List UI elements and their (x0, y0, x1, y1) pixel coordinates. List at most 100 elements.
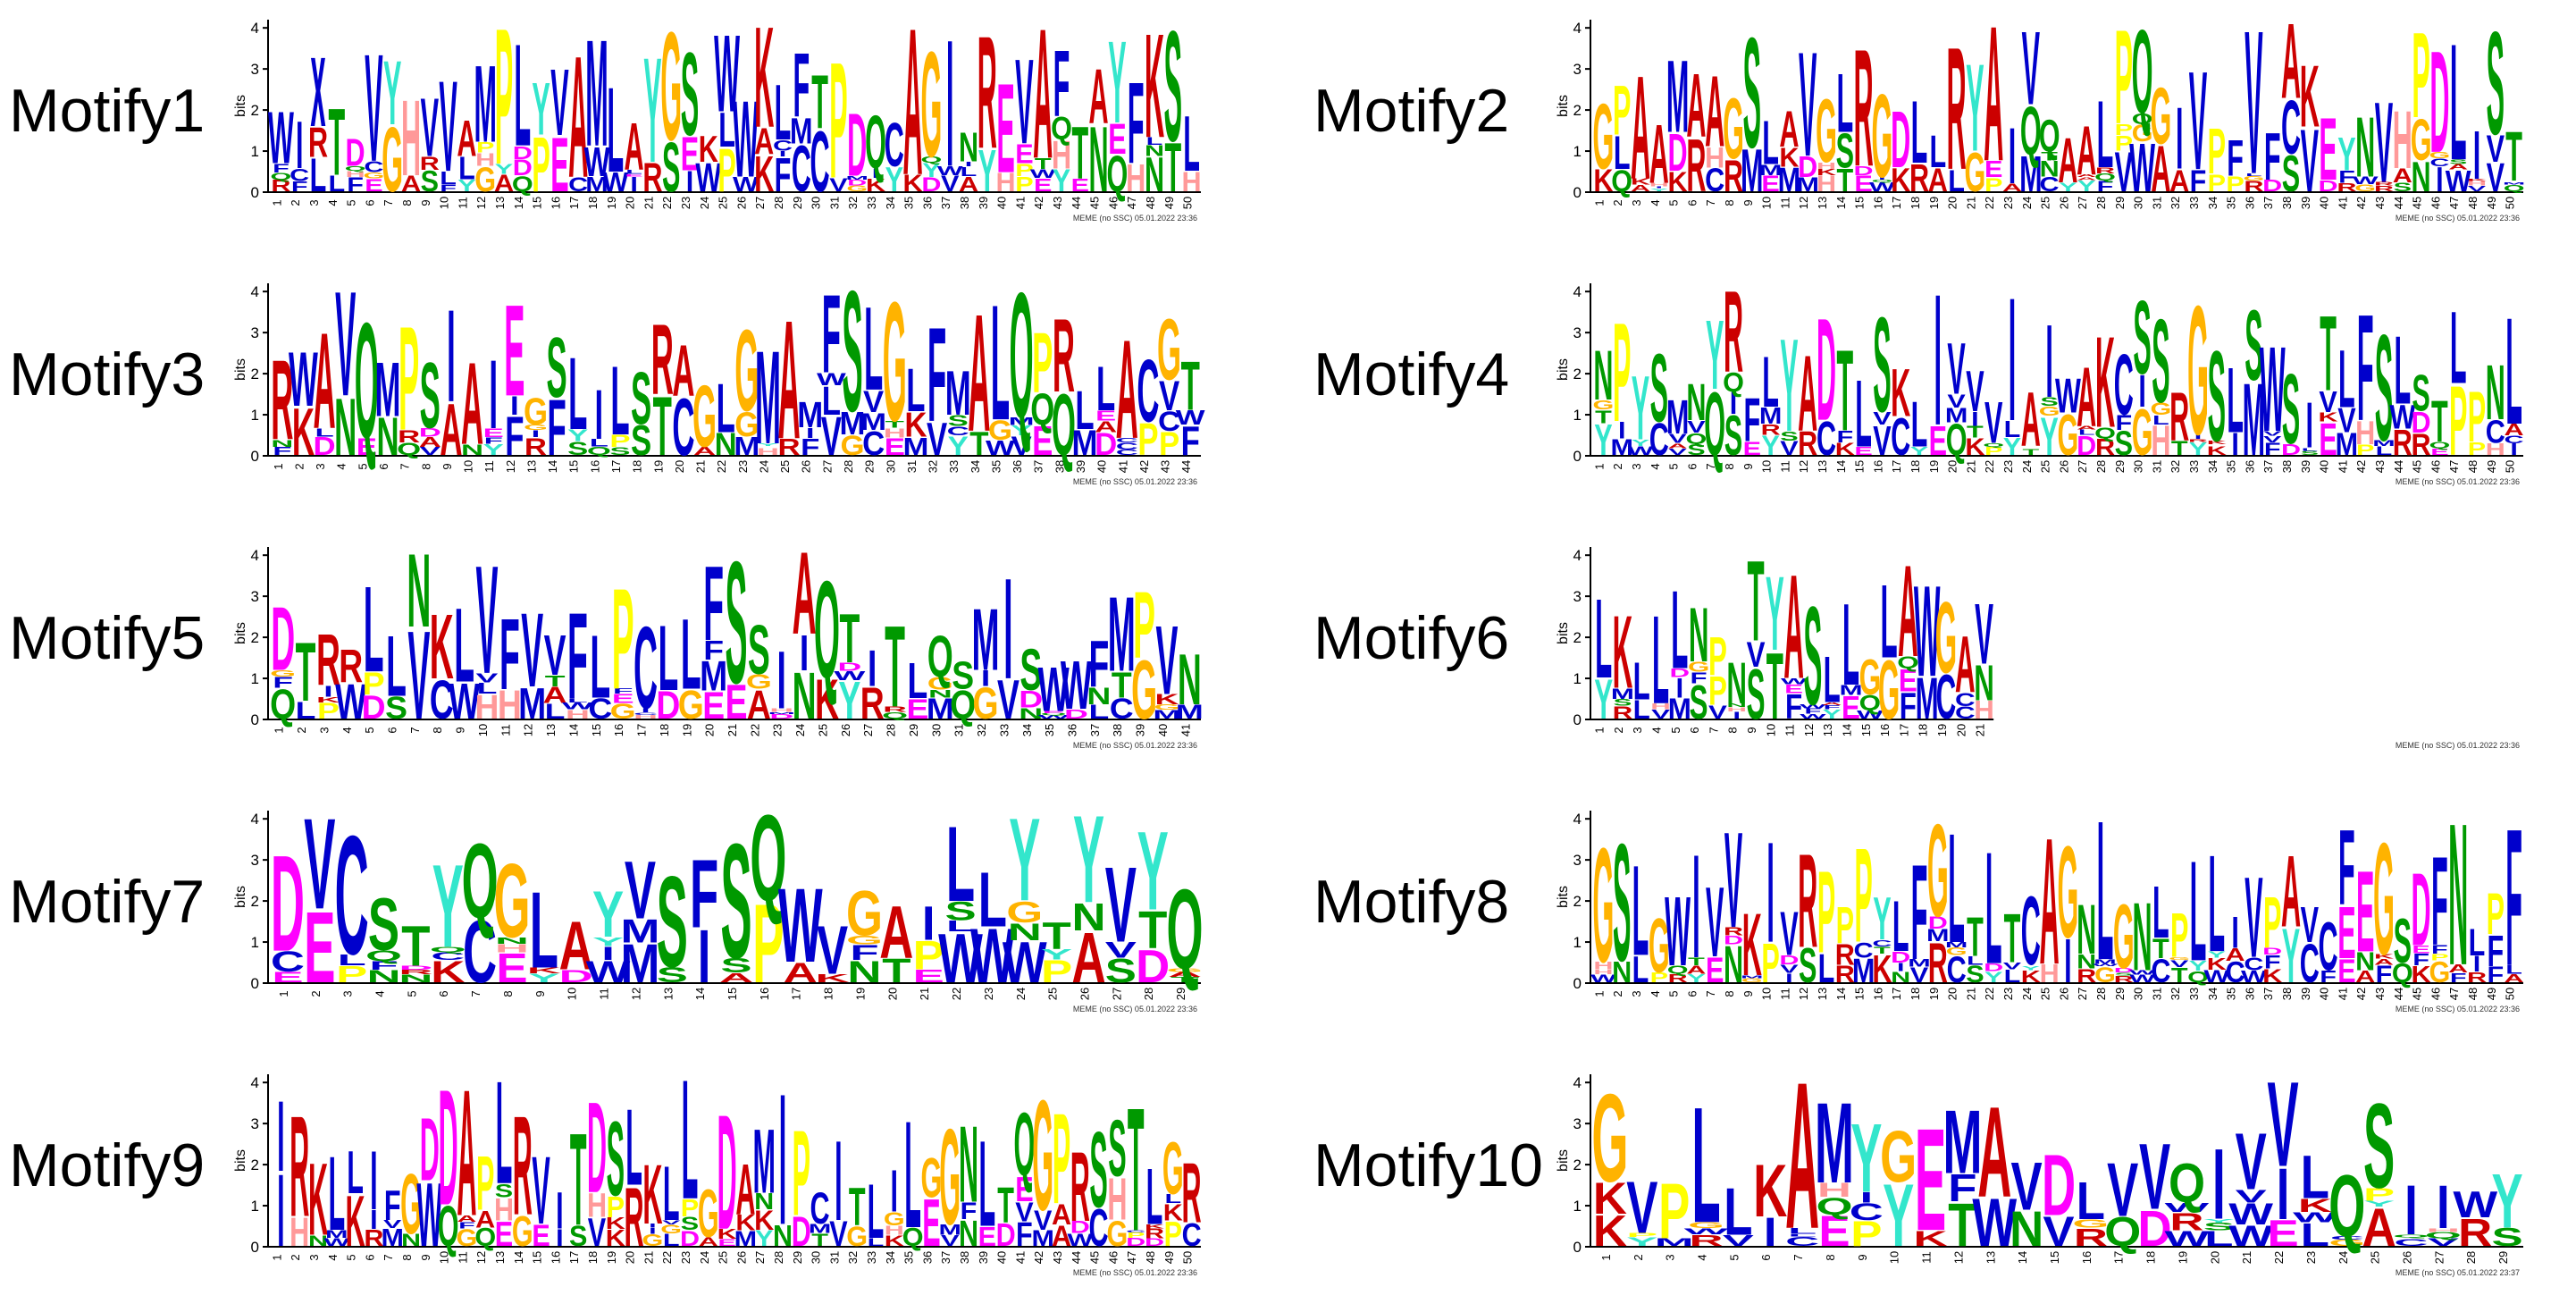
logo-letter: L (454, 586, 474, 704)
logo-letter: M (1009, 415, 1035, 427)
position-number: 43 (2373, 988, 2387, 1000)
logo-letter: S (1650, 334, 1668, 442)
logo-letter: L (1146, 1154, 1163, 1242)
logo-letter: H (2393, 95, 2412, 186)
position-number: 16 (758, 988, 771, 1000)
position-number: 21 (1974, 724, 1987, 736)
logo-letter: A (719, 971, 753, 986)
position-number: 22 (2272, 1251, 2286, 1264)
logo-letter: A (1168, 971, 1202, 979)
logo-letter: F (2412, 951, 2429, 970)
logo-letter: T (2171, 437, 2188, 459)
logo-letter: R (1947, 10, 1967, 206)
logo-letter: R (2074, 1224, 2108, 1251)
logo-letter: P (1041, 955, 1072, 989)
position-number: 2 (1611, 463, 1624, 469)
position-number: 36 (1065, 724, 1078, 736)
position-number: 7 (1791, 1254, 1805, 1260)
logo-letter: G (1859, 648, 1881, 705)
logo-letter: G (382, 109, 403, 212)
logo-letter: K (1593, 1207, 1627, 1256)
meme-footer: MEME (no SSC) 05.01.2022 23:36 (2396, 477, 2520, 486)
logo-letter: R (2095, 434, 2115, 459)
position-number: 25 (2369, 1251, 2382, 1264)
logo-letter: M (755, 323, 781, 472)
position-number: 9 (419, 199, 432, 206)
logo-letter: P (2363, 1185, 2395, 1205)
position-number: 15 (531, 1251, 544, 1264)
logo-letter: C (2394, 1237, 2428, 1248)
logo-letter: C (1182, 1218, 1202, 1254)
meme-footer: MEME (no SSC) 05.01.2022 23:36 (2396, 214, 2520, 223)
logo-letter: A (419, 434, 441, 450)
logo-letter: F (1900, 684, 1917, 727)
logo-letter: K (754, 9, 774, 157)
logo-letter: S (2152, 296, 2169, 427)
position-number: 3 (1630, 199, 1643, 206)
position-number: 37 (2261, 988, 2275, 1000)
logo-letter: S (420, 342, 441, 448)
logo-letter: A (1822, 702, 1842, 706)
logo-letter: L (681, 598, 701, 711)
logo-letter: V (335, 273, 356, 427)
logo-letter: P (2226, 172, 2244, 196)
logo-letter: G (1157, 302, 1181, 399)
position-number: 43 (1051, 1251, 1064, 1264)
logo-letter: L (1096, 354, 1115, 425)
position-number: 17 (1890, 197, 1903, 209)
logo-letter: A (1095, 418, 1117, 436)
logo-letter: A (1052, 1198, 1071, 1231)
logo-letter: N (959, 1213, 978, 1254)
logo-letter: C (430, 669, 454, 730)
logo-letter: W (1067, 1231, 1094, 1249)
logo-letter: S (2282, 144, 2300, 202)
logo-letter: Q (474, 1224, 496, 1252)
logo-letter: F (2431, 943, 2448, 956)
logo-letter: P (1015, 161, 1033, 181)
logo-letter: I (779, 149, 787, 158)
position-number: 46 (2429, 460, 2442, 473)
logo-letter: V (1799, 22, 1817, 188)
position-number: 39 (1074, 460, 1087, 473)
logo-letter: S (952, 653, 974, 698)
logo-letter: A (2362, 1198, 2396, 1258)
position-number: 32 (2169, 988, 2182, 1000)
position-number: 4 (340, 727, 354, 733)
motif-panel: Motify4 0 1 2 3 4 bits 1 Y T G N 2 M I P 3 W Y Y 4 C S 5 V A V M 6 S Q… (1313, 264, 2555, 498)
position-number: 10 (1760, 988, 1774, 1000)
logo-letter: x (310, 11, 325, 154)
logo-letter: H (884, 425, 906, 441)
logo-letter: E (550, 121, 568, 207)
logo-letter: Y (1632, 357, 1649, 459)
logo-letter: I (779, 1064, 786, 1264)
logo-letter: N (271, 438, 293, 449)
position-number: 15 (590, 724, 603, 736)
logo-letter: D (837, 660, 861, 674)
logo-letter: V (2236, 1186, 2268, 1207)
position-number: 40 (2318, 988, 2331, 1000)
position-number: 43 (1051, 197, 1064, 209)
logo-letter: N (1089, 107, 1109, 212)
y-tick-label: 4 (251, 283, 259, 300)
logo-letter: F (775, 149, 792, 202)
logo-letter: Y (1761, 430, 1780, 461)
logo-letter: G (524, 424, 548, 432)
logo-letter: A (672, 331, 694, 412)
position-number: 50 (2504, 197, 2517, 209)
position-number: 48 (1144, 1251, 1157, 1264)
logo-letter: K (2095, 310, 2115, 455)
logo-letter: D (921, 173, 941, 196)
position-number: 28 (772, 197, 785, 209)
logo-letter: G (2058, 820, 2079, 965)
logo-letter: V (1708, 702, 1727, 723)
logo-letter: V (420, 444, 441, 457)
logo-letter: H (346, 169, 365, 179)
position-number: 8 (419, 463, 432, 469)
logo-letter: F (505, 406, 524, 467)
logo-letter: F (1804, 707, 1821, 716)
logo-letter: F (1911, 837, 1928, 988)
logo-letter: F (1785, 688, 1802, 727)
logo-letter: S (2115, 425, 2133, 463)
position-number: 50 (1181, 197, 1195, 209)
